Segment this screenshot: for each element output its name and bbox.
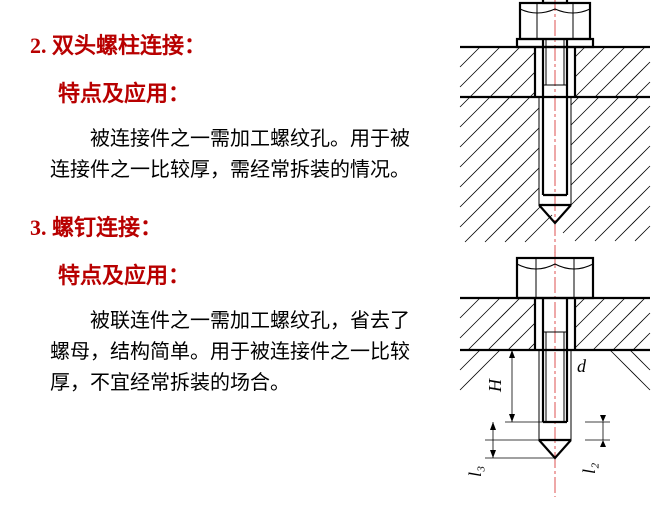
figure-screw: d H l₃ l₂ — [455, 252, 665, 505]
hatch-lower-right — [563, 97, 650, 241]
section-3-title: 3. 螺钉连接： — [30, 210, 410, 242]
section-3-body: 被联连件之一需加工螺纹孔，省去了螺母，结构简单。用于被连接件之一比较厚，不宜经常… — [50, 306, 410, 399]
dim-d-label: d — [577, 356, 587, 376]
dim-l3: l₃ — [465, 422, 496, 477]
svg-text:l₃: l₃ — [465, 466, 485, 477]
section-3-subtitle: 特点及应用： — [58, 258, 410, 290]
svg-text:l₂: l₂ — [579, 463, 599, 474]
hatch-upper-left — [460, 47, 535, 97]
section-2-title: 2. 双头螺柱连接： — [30, 28, 410, 60]
hatch-upper-right — [575, 47, 650, 97]
figure-stud-bolt — [455, 0, 655, 260]
dim-l2: l₂ — [579, 415, 606, 474]
section-2-body: 被连接件之一需加工螺纹孔。用于被连接件之一比较厚，需经常拆装的情况。 — [50, 124, 410, 186]
hatch-lower-left — [460, 97, 552, 242]
svg-text:H: H — [485, 378, 505, 393]
section-2-subtitle: 特点及应用： — [58, 76, 410, 108]
